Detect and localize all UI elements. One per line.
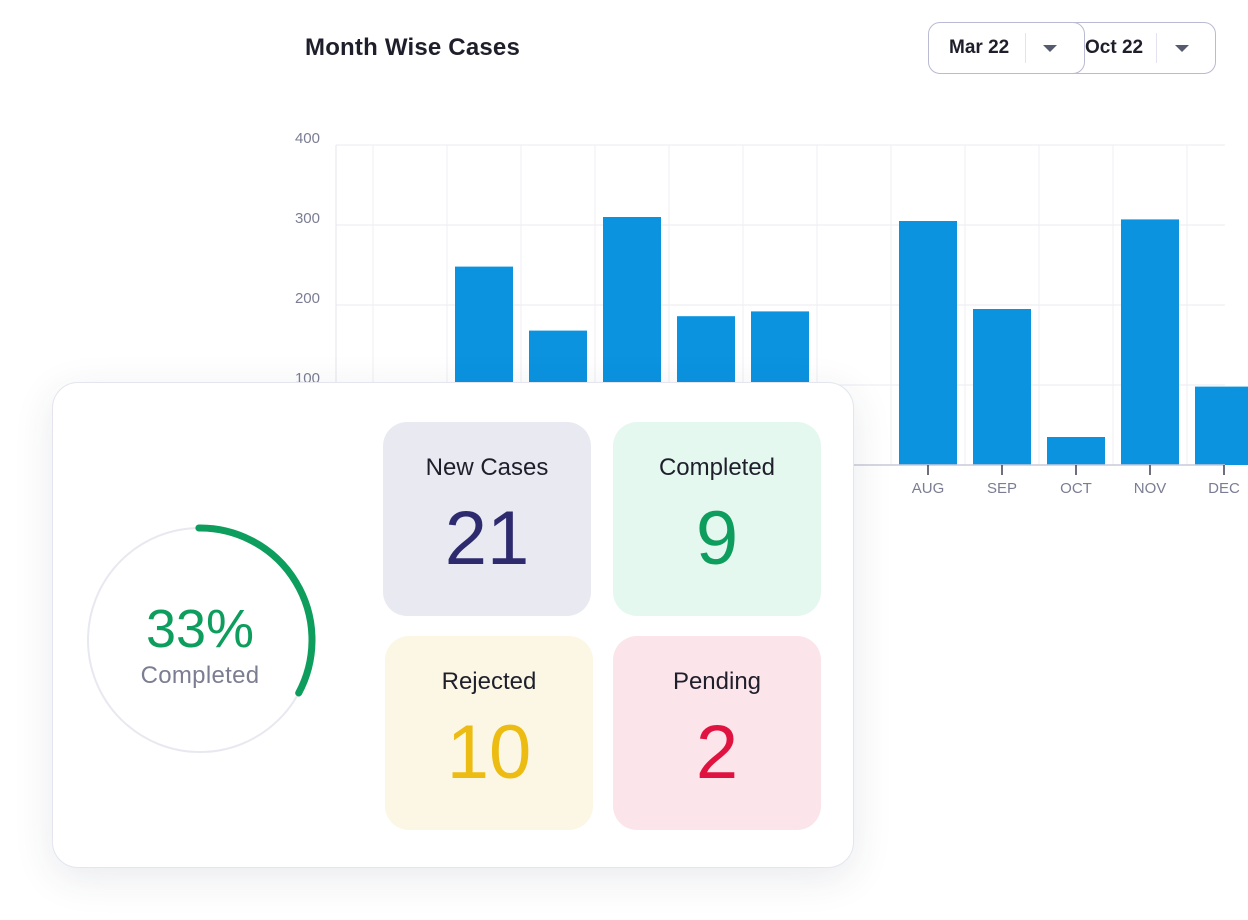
new-cases-label: New Cases — [425, 454, 549, 481]
select-divider — [1025, 33, 1026, 63]
pending-count: 2 — [695, 710, 739, 795]
select-divider — [1156, 33, 1157, 63]
rejected-count: 10 — [446, 710, 532, 795]
pending-tile[interactable]: Pending 2 — [613, 636, 821, 830]
x-tick-label: AUG — [912, 480, 945, 497]
rejected-tile[interactable]: Rejected 10 — [385, 636, 593, 830]
y-tick-label: 200 — [295, 290, 320, 307]
x-tick-label: OCT — [1060, 480, 1092, 497]
chart-bar — [1195, 386, 1248, 465]
range-from-select[interactable]: Mar 22 — [928, 22, 1085, 74]
chart-bar — [973, 309, 1031, 465]
completion-label: Completed — [140, 662, 260, 689]
y-tick-label: 300 — [295, 210, 320, 227]
x-tick-label: DEC — [1208, 480, 1240, 497]
completion-percent: 33% — [145, 599, 255, 659]
pending-label: Pending — [672, 668, 762, 695]
chart-bar — [1121, 219, 1179, 465]
chevron-down-icon[interactable] — [1175, 44, 1189, 52]
x-tick-label: NOV — [1134, 480, 1167, 497]
completed-label: Completed — [658, 454, 776, 481]
x-tick-label: SEP — [987, 480, 1017, 497]
range-from-value: Mar 22 — [949, 37, 1010, 58]
completed-tile[interactable]: Completed 9 — [613, 422, 821, 616]
chart-bar — [899, 221, 957, 465]
range-to-value: Oct 22 — [1085, 37, 1144, 58]
rejected-label: Rejected — [441, 668, 537, 695]
page-title: Month Wise Cases — [305, 34, 521, 61]
new-cases-tile[interactable]: New Cases 21 — [383, 422, 591, 616]
chevron-down-icon[interactable] — [1043, 44, 1057, 52]
new-cases-count: 21 — [444, 496, 530, 581]
y-tick-label: 400 — [295, 130, 320, 147]
progress-arc — [195, 524, 316, 697]
chart-bar — [1047, 437, 1105, 465]
completed-count: 9 — [695, 496, 739, 581]
